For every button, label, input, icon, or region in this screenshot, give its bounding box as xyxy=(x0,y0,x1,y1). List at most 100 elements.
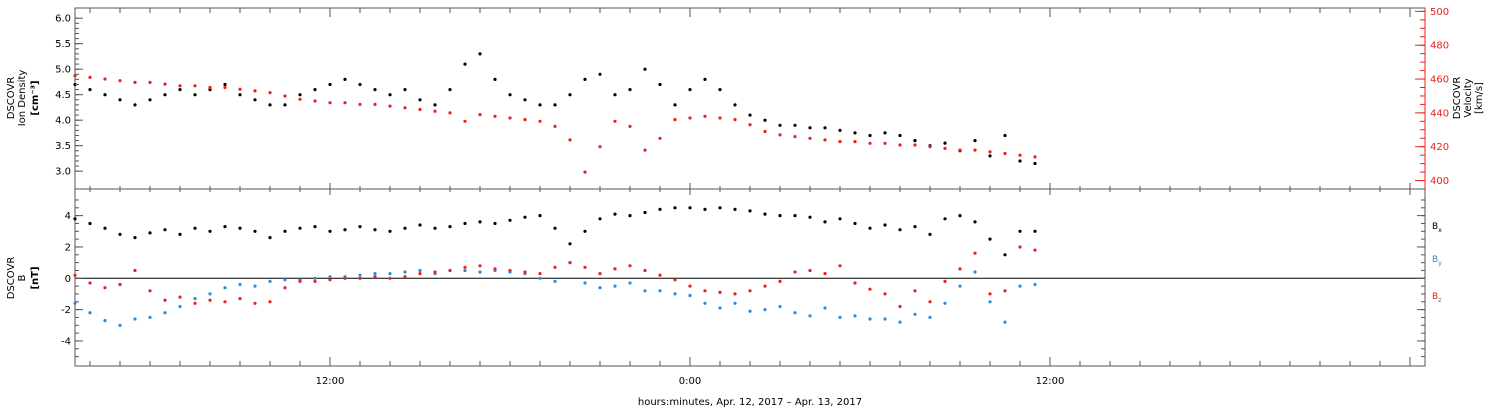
bz-point xyxy=(508,268,512,273)
bx-point xyxy=(1033,229,1037,233)
velocity-point xyxy=(103,77,107,81)
velocity-point xyxy=(853,140,857,144)
bz-point xyxy=(178,295,182,299)
bx-point xyxy=(703,207,707,211)
density-point xyxy=(898,133,902,138)
bz-point xyxy=(898,304,902,309)
by-point xyxy=(778,304,782,309)
velocity-point xyxy=(928,145,932,149)
bz-point xyxy=(703,289,707,293)
density-point xyxy=(1003,133,1007,138)
velocity-point xyxy=(343,101,347,105)
bz-point xyxy=(598,272,602,276)
by-point xyxy=(943,301,947,305)
bz-point xyxy=(133,268,137,273)
density-point xyxy=(493,77,497,81)
density-point xyxy=(628,88,632,92)
by-point xyxy=(583,281,587,285)
density-y-tick-label: 4.5 xyxy=(55,90,71,101)
bfield-y-tick-label: -4 xyxy=(61,336,71,347)
density-y-tick-label: 5.5 xyxy=(55,39,71,50)
by-point xyxy=(1003,320,1007,324)
bz-point xyxy=(748,289,752,293)
velocity-point xyxy=(478,113,482,117)
bx-point xyxy=(433,226,437,230)
velocity-point xyxy=(778,133,782,137)
by-point xyxy=(373,272,377,276)
by-point xyxy=(643,289,647,293)
legend-bz: Bz xyxy=(1432,292,1441,304)
density-point xyxy=(373,88,377,92)
bx-point xyxy=(163,228,167,232)
velocity-ylabel-line1: DSCOVR xyxy=(1452,77,1463,120)
bz-point xyxy=(253,301,257,305)
velocity-point xyxy=(1003,151,1007,156)
by-point xyxy=(268,279,272,283)
bx-point xyxy=(598,217,602,221)
density-point xyxy=(718,88,722,92)
x-tick-label: 12:00 xyxy=(316,376,345,387)
bx-point xyxy=(793,214,797,218)
by-point xyxy=(253,284,257,288)
bz-point xyxy=(778,279,782,283)
velocity-point xyxy=(313,99,317,103)
bz-point xyxy=(928,300,932,304)
velocity-point xyxy=(793,135,797,139)
bx-point xyxy=(733,207,737,211)
bx-point xyxy=(763,212,767,216)
bx-point xyxy=(223,225,227,229)
velocity-point xyxy=(238,87,242,91)
bz-point xyxy=(628,264,632,268)
by-point xyxy=(763,308,767,312)
bz-point xyxy=(868,287,872,291)
velocity-point xyxy=(823,138,827,142)
density-point xyxy=(148,98,152,102)
by-point xyxy=(238,282,242,287)
bx-point xyxy=(283,229,287,233)
bx-point xyxy=(688,206,692,210)
bfield-ylabel-line2: B xyxy=(17,274,28,281)
density-point xyxy=(448,88,452,92)
by-point xyxy=(718,306,722,310)
density-point xyxy=(463,62,467,66)
bz-point xyxy=(793,270,797,274)
bz-point xyxy=(583,265,587,269)
density-point xyxy=(748,113,752,117)
bz-point xyxy=(613,267,617,271)
density-point xyxy=(658,82,662,87)
velocity-point xyxy=(493,114,497,118)
bx-point xyxy=(853,221,857,226)
bz-point xyxy=(433,270,437,274)
velocity-point xyxy=(943,146,947,150)
velocity-point xyxy=(973,148,977,152)
by-point xyxy=(838,315,842,319)
bx-point xyxy=(193,226,197,230)
density-point xyxy=(418,98,422,102)
density-point xyxy=(1033,161,1037,166)
velocity-point xyxy=(253,89,257,93)
density-point xyxy=(568,93,572,97)
bz-point xyxy=(943,279,947,283)
velocity-point xyxy=(148,80,152,84)
velocity-point xyxy=(673,118,677,122)
velocity-point xyxy=(718,116,722,120)
bz-point xyxy=(718,290,722,294)
bz-point xyxy=(988,292,992,296)
velocity-point xyxy=(763,129,767,134)
bz-point xyxy=(838,264,842,268)
by-point xyxy=(553,279,557,283)
density-point xyxy=(103,93,107,97)
bz-point xyxy=(763,284,767,288)
bz-point xyxy=(298,279,302,283)
velocity-point xyxy=(598,145,602,149)
density-y-tick-label: 4.0 xyxy=(55,116,71,127)
bx-point xyxy=(118,232,122,236)
bx-point xyxy=(973,220,977,224)
bz-point xyxy=(373,275,377,279)
density-y-tick-label: 3.0 xyxy=(55,167,71,178)
density-point xyxy=(433,103,437,107)
density-point xyxy=(793,123,797,127)
density-point xyxy=(343,77,347,81)
density-point xyxy=(193,93,197,97)
density-point xyxy=(613,93,617,97)
